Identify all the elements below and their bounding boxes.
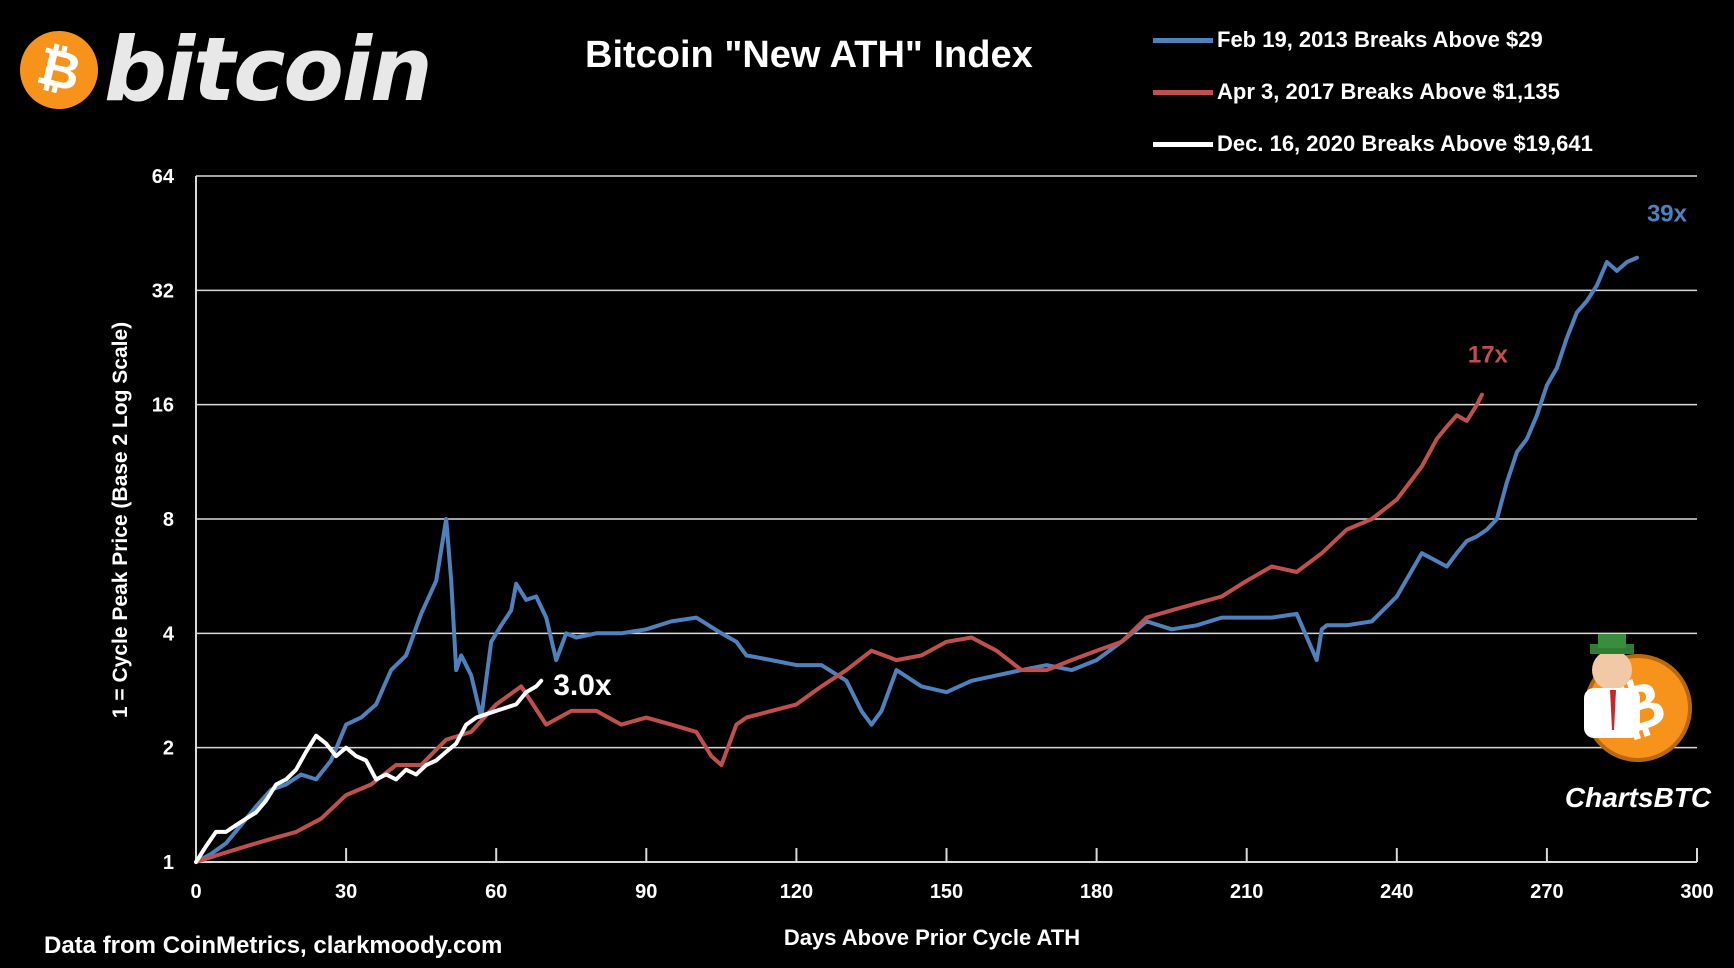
series-line-1 xyxy=(194,392,1484,864)
y-tick-label: 8 xyxy=(163,509,174,531)
legend-item-2013: Feb 19, 2013 Breaks Above $29 xyxy=(1153,14,1593,66)
x-tick-label: 0 xyxy=(190,881,201,903)
legend-item-2017: Apr 3, 2017 Breaks Above $1,135 xyxy=(1153,66,1593,118)
series-end-label: 39x xyxy=(1647,201,1688,228)
x-tick-label: 180 xyxy=(1080,881,1113,903)
chart-legend: Feb 19, 2013 Breaks Above $29 Apr 3, 201… xyxy=(1153,14,1593,170)
x-tick-label: 300 xyxy=(1680,881,1713,903)
legend-swatch-2020 xyxy=(1153,141,1213,147)
y-tick-label: 2 xyxy=(163,738,174,760)
bitcoin-coin-icon: ₿ xyxy=(11,22,107,118)
chartsbtc-badge: ₿ ChartsBTC xyxy=(1548,630,1728,820)
bitcoin-logo: ₿ bitcoin xyxy=(11,18,433,121)
legend-swatch-2017 xyxy=(1153,89,1213,95)
legend-item-2020: Dec. 16, 2020 Breaks Above $19,641 xyxy=(1153,118,1593,170)
x-tick-label: 60 xyxy=(485,881,507,903)
x-tick-label: 270 xyxy=(1530,881,1563,903)
legend-label-2013: Feb 19, 2013 Breaks Above $29 xyxy=(1217,27,1543,52)
y-tick-label: 64 xyxy=(152,166,175,188)
x-tick-label: 240 xyxy=(1380,881,1413,903)
data-source-note: Data from CoinMetrics, clarkmoody.com xyxy=(44,932,503,959)
chart-title: Bitcoin "New ATH" Index xyxy=(585,34,1033,76)
series-end-label: 3.0x xyxy=(553,669,612,702)
chartsbtc-mascot-icon: ₿ xyxy=(1584,634,1692,762)
x-axis-label: Days Above Prior Cycle ATH xyxy=(783,925,1081,950)
y-tick-label: 16 xyxy=(152,395,174,417)
legend-label-2020: Dec. 16, 2020 Breaks Above $19,641 xyxy=(1217,131,1593,156)
series-end-label: 17x xyxy=(1468,342,1509,369)
x-tick-label: 90 xyxy=(635,881,657,903)
x-tick-label: 120 xyxy=(780,881,813,903)
series-line-0 xyxy=(194,255,1639,864)
bitcoin-wordmark: bitcoin xyxy=(104,18,433,121)
x-tick-label: 30 xyxy=(335,881,357,903)
legend-swatch-2013 xyxy=(1153,37,1213,43)
chartsbtc-label: ChartsBTC xyxy=(1564,782,1712,813)
y-tick-label: 32 xyxy=(152,280,174,302)
y-axis-label: 1 = Cycle Peak Price (Base 2 Log Scale) xyxy=(109,321,132,719)
y-tick-label: 1 xyxy=(163,852,174,874)
series-line-2 xyxy=(194,678,544,864)
y-tick-label: 4 xyxy=(163,623,175,645)
x-tick-label: 150 xyxy=(930,881,963,903)
legend-label-2017: Apr 3, 2017 Breaks Above $1,135 xyxy=(1217,79,1560,104)
x-tick-label: 210 xyxy=(1230,881,1263,903)
